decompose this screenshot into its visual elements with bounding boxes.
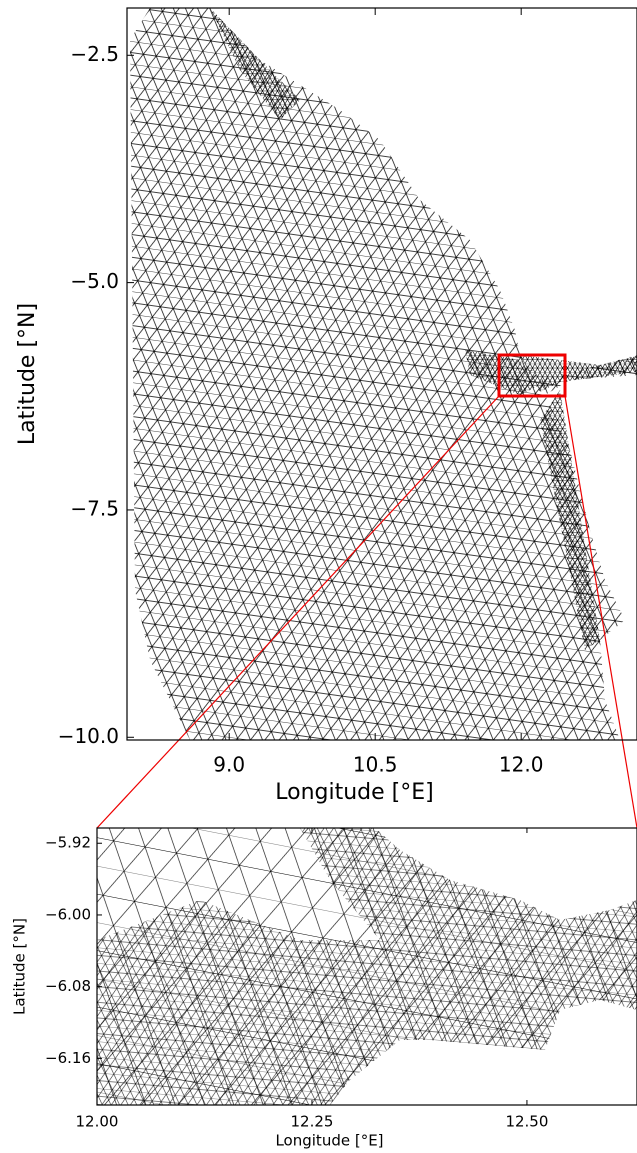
x-tick-label: 12.25	[290, 1113, 333, 1131]
x-axis-label: Longitude [°E]	[275, 780, 433, 805]
zoom-box	[497, 353, 567, 398]
zoom-connector	[96, 395, 500, 829]
y-tick-label: −6.00	[45, 905, 91, 923]
y-tick-label: −6.16	[45, 1049, 91, 1067]
y-tick-label: −7.5	[70, 496, 119, 520]
x-tick-label: 10.5	[353, 753, 398, 777]
plot-frame	[96, 827, 637, 1106]
zoom-connector	[564, 395, 637, 829]
y-tick-label: −2.5	[70, 42, 119, 66]
y-axis-label: Latitude [°N]	[15, 303, 40, 445]
y-tick-label: −6.08	[45, 977, 91, 995]
y-tick-label: −5.0	[70, 269, 119, 293]
x-axis-label: Longitude [°E]	[275, 1132, 383, 1150]
mesh-panel-2	[97, 828, 637, 1105]
plot-frame	[126, 7, 637, 741]
x-tick-label: 9.0	[213, 753, 245, 777]
x-tick-label: 12.50	[505, 1113, 548, 1131]
y-tick-label: −5.92	[45, 834, 91, 852]
x-tick-label: 12.0	[499, 753, 544, 777]
y-axis-label: Latitude [°N]	[11, 918, 29, 1015]
mesh-refined	[210, 8, 637, 650]
mesh	[130, 8, 637, 740]
x-tick-label: 12.00	[76, 1113, 119, 1131]
y-tick-label: −10.0	[58, 724, 119, 748]
mesh-panel-1	[130, 8, 637, 740]
mesh-refined	[97, 828, 637, 1105]
